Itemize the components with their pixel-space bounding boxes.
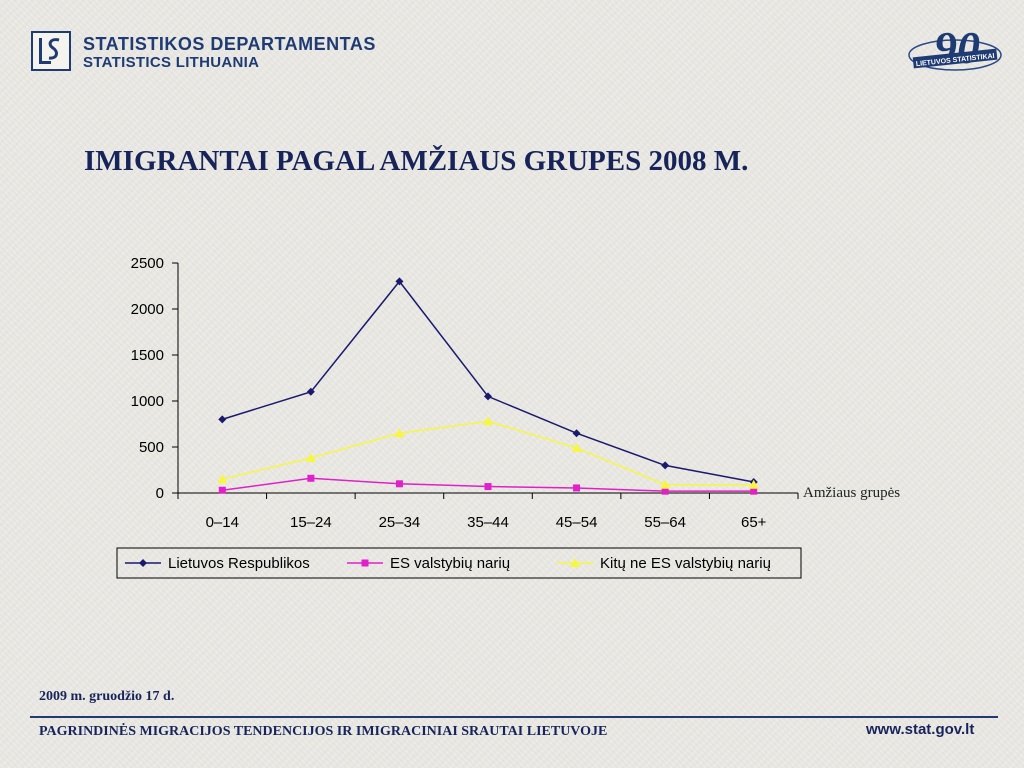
data-point	[661, 461, 670, 470]
x-tick-label: 25–34	[379, 514, 421, 531]
data-point	[484, 483, 492, 491]
data-point	[748, 479, 759, 489]
data-point	[660, 479, 671, 489]
legend-marker	[361, 559, 369, 567]
chart-legend: Lietuvos Respublikos ES valstybių narių Ki…	[116, 547, 802, 579]
y-tick-label: 1500	[131, 347, 164, 364]
y-tick-label: 2000	[131, 301, 164, 318]
legend-marker	[139, 559, 147, 567]
footer-divider	[30, 716, 998, 718]
x-tick-label: 35–44	[467, 514, 509, 531]
legend-box	[116, 547, 802, 579]
anniversary-90-logo: 90 LIETUVOS STATISTIKAI	[908, 25, 1002, 73]
legend-label: ES valstybių narių	[390, 555, 510, 572]
data-point	[395, 277, 404, 286]
x-tick-label: 65+	[741, 514, 767, 531]
series-2	[218, 474, 758, 495]
website-link[interactable]: www.stat.gov.lt	[866, 721, 975, 738]
date-text: 2009 m. gruodžio 17 d.	[39, 689, 175, 704]
data-point	[218, 415, 227, 424]
statistics-lithuania-logo-mark	[31, 31, 71, 71]
logo-line-1: STATISTIKOS DEPARTAMENTAS	[83, 34, 376, 54]
y-tick-label: 1000	[131, 393, 164, 410]
data-point	[307, 474, 315, 482]
page-title: IMIGRANTAI PAGAL AMŽIAUS GRUPES 2008 M.	[84, 145, 749, 177]
legend-label: Kitų ne ES valstybių narių	[600, 555, 771, 572]
x-axis-label: Amžiaus grupės	[803, 485, 900, 501]
statistics-lithuania-logo-text: STATISTIKOS DEPARTAMENTAS STATISTICS LIT…	[83, 34, 376, 72]
y-axis: 0 500 1000 1500 2000 2500	[131, 255, 179, 502]
data-point	[571, 442, 582, 452]
data-point	[218, 486, 226, 494]
y-tick-label: 2500	[131, 255, 164, 272]
y-tick-label: 500	[139, 439, 164, 456]
x-tick-label: 45–54	[556, 514, 598, 531]
data-point	[306, 387, 315, 396]
series-line	[222, 280, 754, 483]
series-line	[222, 420, 754, 486]
data-point	[217, 474, 228, 484]
data-point	[484, 392, 492, 401]
x-tick-label: 15–24	[290, 514, 332, 531]
x-tick-label: 0–14	[206, 514, 239, 531]
series-layer	[217, 277, 759, 495]
series-1	[218, 277, 758, 486]
footer-title: PAGRINDINĖS MIGRACIJOS TENDENCIJOS IR IM…	[39, 724, 608, 739]
data-point	[483, 416, 493, 426]
logo-line-2: STATISTICS LITHUANIA	[83, 54, 260, 71]
data-point	[661, 487, 669, 495]
series-3	[217, 416, 759, 489]
y-tick-label: 0	[156, 485, 164, 502]
data-point	[395, 480, 403, 488]
data-point	[750, 487, 758, 495]
data-point	[573, 484, 581, 492]
data-point	[394, 428, 405, 438]
x-tick-label: 55–64	[644, 514, 686, 531]
legend-marker	[570, 558, 580, 567]
legend-label: Lietuvos Respublikos	[168, 555, 310, 572]
x-axis: 0–14 15–24 25–34 35–44 45–54 55–64 65+	[177, 492, 799, 531]
data-point	[305, 453, 316, 463]
data-point	[572, 429, 581, 438]
